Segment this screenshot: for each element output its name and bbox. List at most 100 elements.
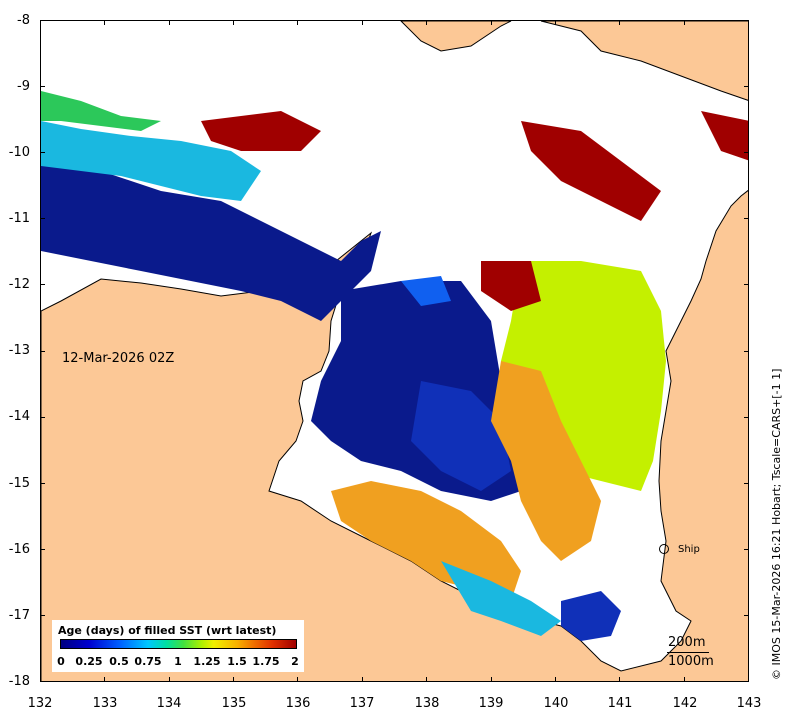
depth-contour-line [667,652,709,653]
x-tick-label: 141 [607,696,633,711]
y-tick-label: -16 [8,542,30,557]
legend-tick-label: 1.25 [193,655,221,668]
sst-orange-south [331,481,521,601]
x-tick-label: 134 [156,696,182,711]
y-tick-label: -17 [8,608,30,623]
x-tick-mark [362,20,363,25]
y-tick-mark [40,615,45,616]
legend-colorbar [60,639,297,649]
x-tick-mark [297,677,298,682]
y-tick-mark [744,86,749,87]
sst-darkred-cape [481,261,541,311]
legend-tick-label: 0.75 [134,655,162,668]
legend-tick-label: 1.5 [227,655,247,668]
sst-cyan-west [41,121,261,201]
credit-text: © IMOS 15-Mar-2026 16:21 Hobart; Tscale=… [770,368,783,680]
y-tick-mark [40,86,45,87]
y-tick-label: -14 [8,409,30,424]
legend-title: Age (days) of filled SST (wrt latest) [58,624,277,637]
y-tick-mark [40,20,45,21]
y-tick-mark [744,615,749,616]
y-tick-label: -15 [8,476,30,491]
x-tick-label: 137 [349,696,375,711]
x-tick-mark [40,677,41,682]
x-tick-label: 138 [414,696,440,711]
x-tick-label: 132 [27,696,53,711]
x-tick-mark [426,20,427,25]
sst-blue-patch [401,276,451,306]
y-tick-label: -12 [8,277,30,292]
x-tick-mark [684,677,685,682]
x-tick-mark [104,677,105,682]
y-tick-mark [744,681,749,682]
y-tick-mark [744,218,749,219]
x-tick-label: 136 [285,696,311,711]
sst-darkred-ne [521,121,661,221]
sst-dark-blue-west [41,161,381,321]
x-tick-mark [233,20,234,25]
x-tick-mark [555,20,556,25]
land-new-guinea-east [540,21,748,101]
x-tick-mark [748,677,749,682]
sst-blue-gulf [411,381,511,491]
y-tick-label: -13 [8,343,30,358]
x-tick-mark [491,677,492,682]
x-tick-mark [491,20,492,25]
map-plot-area [40,20,749,682]
y-tick-mark [744,284,749,285]
x-tick-mark [619,20,620,25]
legend-tick-label: 2 [291,655,299,668]
x-tick-mark [748,20,749,25]
x-tick-mark [104,20,105,25]
x-tick-mark [169,677,170,682]
depth-contour-label: 200m [668,635,706,650]
sst-darkred-east [701,111,748,161]
y-tick-mark [40,549,45,550]
ship-marker-icon [659,544,669,554]
y-tick-mark [744,417,749,418]
sst-navy-south [561,591,621,641]
x-tick-label: 142 [672,696,698,711]
map-canvas [41,21,748,681]
sst-green-north [41,91,161,131]
x-tick-mark [619,677,620,682]
x-tick-mark [233,677,234,682]
x-tick-mark [555,677,556,682]
y-tick-label: -10 [8,145,30,160]
x-tick-label: 135 [221,696,247,711]
y-tick-mark [40,417,45,418]
y-tick-mark [40,681,45,682]
legend-tick-label: 0.25 [75,655,103,668]
y-tick-label: -9 [17,79,30,94]
x-tick-mark [362,677,363,682]
y-tick-mark [40,483,45,484]
x-tick-mark [40,20,41,25]
y-tick-mark [40,284,45,285]
legend-tick-label: 0 [57,655,65,668]
depth-contour-label: 1000m [668,654,714,669]
x-tick-label: 133 [92,696,118,711]
x-tick-mark [684,20,685,25]
y-tick-mark [744,351,749,352]
y-tick-label: -11 [8,211,30,226]
y-tick-mark [744,549,749,550]
y-tick-mark [40,351,45,352]
x-tick-label: 143 [736,696,762,711]
x-tick-label: 139 [478,696,504,711]
legend-tick-label: 1.75 [252,655,280,668]
y-tick-mark [744,20,749,21]
y-tick-label: -8 [17,13,30,28]
legend-tick-label: 0.5 [109,655,129,668]
x-tick-mark [297,20,298,25]
date-label: 12-Mar-2026 02Z [62,351,175,366]
y-tick-label: -18 [8,674,30,689]
x-tick-mark [426,677,427,682]
sst-cyan-south [441,561,561,636]
sst-darkred-north [201,111,321,151]
y-tick-mark [40,152,45,153]
ship-label: Ship [678,544,700,555]
legend-tick-label: 1 [174,655,182,668]
y-tick-mark [40,218,45,219]
y-tick-mark [744,483,749,484]
x-tick-mark [169,20,170,25]
